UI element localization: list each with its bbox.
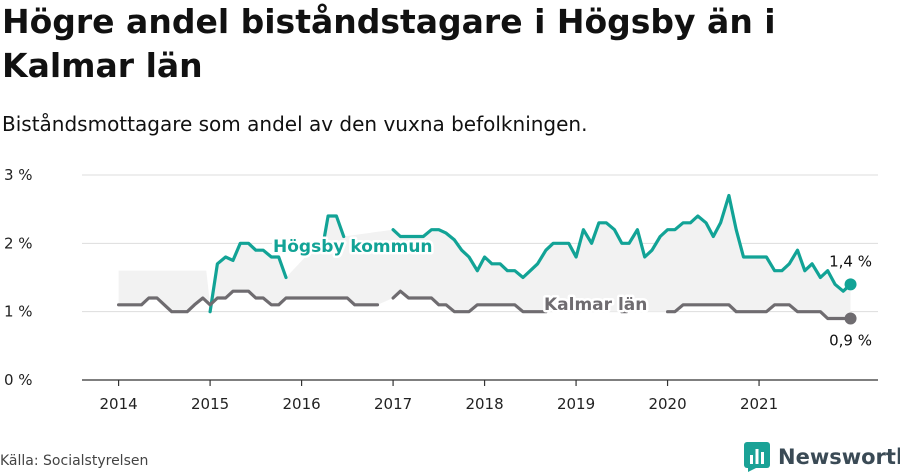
x-tick-label: 2016 [282,395,320,413]
kalmar-line [391,289,548,314]
hogsby-line [391,193,853,293]
chart-subtitle: Biståndsmottagare som andel av den vuxna… [2,112,588,136]
y-tick-label: 1 % [4,303,33,321]
x-tick-label: 2020 [648,395,686,413]
x-tick-label: 2018 [465,395,503,413]
kalmar-line-end-label: 0,9 % [829,332,872,350]
kalmar-line [666,303,853,321]
y-tick-label: 0 % [4,371,33,389]
x-tick-label: 2021 [740,395,778,413]
hogsby-line-end-label: 1,4 % [829,252,872,270]
kalmar-line [117,289,380,314]
hogsby-line [322,214,346,239]
newsworthy-logo-icon [744,442,770,472]
x-tick-label: 2019 [557,395,595,413]
hogsby-line [208,241,288,314]
hogsby-series-label-halo: Högsby kommun [273,237,433,257]
x-tick-label: 2014 [100,395,138,413]
x-tick-label: 2015 [191,395,229,413]
kalmar-series-label-halo: Kalmar län [544,295,647,315]
chart-title: Högre andel biståndstagare i Högsby än i… [2,2,776,85]
brand-name: Newsworthy [778,445,900,469]
brand: Newsworthy [744,441,900,473]
y-tick-label: 2 % [4,234,33,252]
line-chart: 0 % 1 % 2 % 3 % 2014 2015 2016 2017 2018 2019 2020… [4,166,878,413]
hogsby-line-end-dot [844,278,857,291]
hogsby-series-label: Högsby kommun [273,237,433,257]
kalmar-line-end-dot [844,312,857,325]
y-tick-label: 3 % [4,166,33,184]
kalmar-series-label: Kalmar län [544,295,647,315]
source-note: Källa: Socialstyrelsen [0,453,149,469]
x-tick-label: 2017 [374,395,412,413]
